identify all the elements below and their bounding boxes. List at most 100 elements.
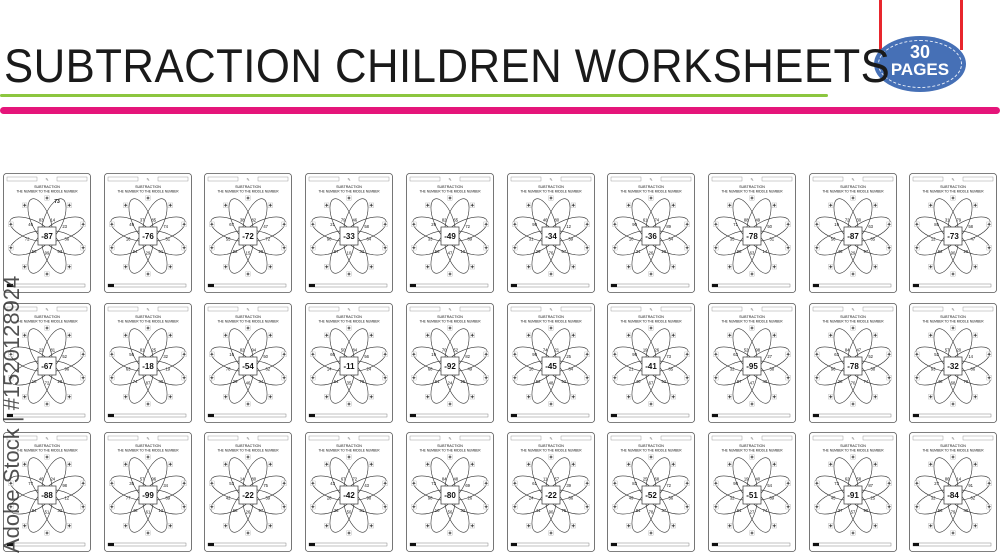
petal-number: 33 bbox=[428, 236, 433, 241]
petal-number: 23 bbox=[62, 224, 67, 229]
worksheet-thumbnail: ✎ SUBTRACTION THE NUMBER TO THE MIDDLE NUM… bbox=[3, 432, 91, 552]
star-icon bbox=[181, 245, 187, 251]
petal-number: 25 bbox=[643, 477, 648, 482]
center-number: -45 bbox=[545, 362, 557, 371]
worksheet-title: SUBTRACTION bbox=[336, 185, 362, 189]
date-field bbox=[862, 176, 893, 182]
pencil-icon: ✎ bbox=[448, 307, 451, 312]
star-icon bbox=[785, 245, 791, 251]
star-icon bbox=[368, 202, 374, 208]
petal-number: 97 bbox=[863, 249, 868, 254]
date-field bbox=[963, 306, 994, 312]
worksheet-subtitle: THE NUMBER TO THE MIDDLE NUMBER bbox=[319, 320, 381, 324]
pencil-icon: ✎ bbox=[146, 177, 149, 182]
petal-number: 52 bbox=[62, 354, 67, 359]
date-field bbox=[358, 176, 390, 182]
date-field bbox=[560, 435, 591, 441]
petal-number: 50 bbox=[264, 354, 269, 359]
star-icon bbox=[612, 375, 618, 381]
petal-number: 18 bbox=[32, 379, 37, 384]
petal-number: 24 bbox=[528, 495, 533, 500]
name-field bbox=[308, 435, 340, 441]
center-box bbox=[843, 485, 862, 505]
worksheet-thumbnail: ✎ SUBTRACTION THE NUMBER TO THE MIDDLE NUM… bbox=[405, 173, 494, 293]
star-icon bbox=[268, 394, 274, 400]
star-icon bbox=[727, 523, 733, 529]
petal-number: 74 bbox=[655, 218, 660, 223]
progress-fill bbox=[208, 284, 215, 287]
name-field bbox=[6, 176, 38, 182]
center-box bbox=[339, 356, 359, 376]
petal-number: 70 bbox=[850, 381, 855, 386]
pencil-icon: ✎ bbox=[247, 307, 250, 312]
petal-number: 48 bbox=[132, 508, 137, 513]
petal-number: 37 bbox=[140, 218, 145, 223]
star-icon bbox=[268, 461, 274, 467]
petal-number: 38 bbox=[240, 218, 245, 223]
date-field bbox=[560, 306, 591, 312]
petal-number: 29 bbox=[662, 249, 667, 254]
star-icon bbox=[66, 332, 72, 338]
petal-number: 64 bbox=[367, 236, 372, 241]
petal-number: 38 bbox=[870, 366, 875, 371]
petal-number: 78 bbox=[226, 366, 231, 371]
petal-number: 47 bbox=[971, 236, 976, 241]
worksheet-subtitle: THE NUMBER TO THE MIDDLE NUMBER bbox=[419, 190, 481, 194]
progress-bar bbox=[711, 542, 791, 547]
petal-number: 16 bbox=[230, 352, 235, 357]
date-field bbox=[660, 176, 692, 182]
star-icon bbox=[483, 221, 489, 227]
petal-number: 72 bbox=[353, 477, 358, 482]
star-icon bbox=[167, 461, 173, 467]
star-icon bbox=[324, 264, 330, 270]
star-icon bbox=[671, 394, 676, 400]
petal-number: 63 bbox=[58, 249, 63, 254]
star-icon bbox=[483, 504, 489, 510]
petal-number: 49 bbox=[467, 366, 472, 371]
petal-number: 39 bbox=[266, 495, 271, 500]
progress-bar bbox=[107, 413, 186, 418]
worksheet-thumbnail: ✎ SUBTRACTION THE NUMBER TO THE MIDDLE NUM… bbox=[204, 432, 293, 552]
badge-count: 30 bbox=[909, 42, 931, 62]
worksheet-title: SUBTRACTION bbox=[336, 315, 362, 319]
star-icon bbox=[525, 461, 531, 467]
star-icon bbox=[548, 401, 553, 407]
worksheet-title: SUBTRACTION bbox=[538, 315, 564, 319]
petal-number: 67 bbox=[561, 249, 566, 254]
star-icon bbox=[827, 264, 833, 270]
star-icon bbox=[310, 480, 316, 486]
petal-number: 56 bbox=[447, 510, 452, 515]
center-box bbox=[440, 485, 460, 505]
star-icon bbox=[245, 530, 251, 536]
worksheet-thumbnail: ✎ SUBTRACTION THE NUMBER TO THE MIDDLE NUM… bbox=[305, 173, 393, 293]
worksheet-thumbnail: ✎ SUBTRACTION THE NUMBER TO THE MIDDLE NUM… bbox=[3, 303, 91, 423]
petal-number: 88 bbox=[744, 218, 749, 223]
petal-number: 48 bbox=[938, 379, 943, 384]
name-field bbox=[711, 176, 743, 182]
petal-number: 26 bbox=[246, 510, 251, 515]
star-icon bbox=[245, 401, 251, 407]
petal-number: 74 bbox=[163, 224, 168, 229]
center-number: -84 bbox=[948, 491, 960, 500]
worksheet-title: SUBTRACTION bbox=[840, 185, 866, 189]
star-icon bbox=[425, 394, 430, 400]
petal-number: 89 bbox=[467, 236, 472, 241]
star-icon bbox=[671, 332, 676, 338]
worksheet-title: SUBTRACTION bbox=[34, 185, 60, 189]
date-field bbox=[761, 435, 793, 441]
worksheet-thumbnail: ✎ SUBTRACTION THE NUMBER TO THE MIDDLE NUM… bbox=[607, 432, 696, 552]
star-icon bbox=[986, 375, 992, 381]
star-icon bbox=[310, 221, 316, 227]
star-icon bbox=[282, 245, 287, 251]
petal-number: 55 bbox=[226, 236, 231, 241]
date-field bbox=[963, 435, 994, 441]
petal-number: 96 bbox=[151, 477, 156, 482]
worksheet-subtitle: THE NUMBER TO THE MIDDLE NUMBER bbox=[923, 449, 985, 453]
petal-number: 98 bbox=[737, 249, 742, 254]
petal-number: 82 bbox=[252, 218, 257, 223]
star-icon bbox=[282, 221, 287, 227]
pencil-icon: ✎ bbox=[851, 177, 854, 182]
star-icon bbox=[80, 375, 86, 381]
